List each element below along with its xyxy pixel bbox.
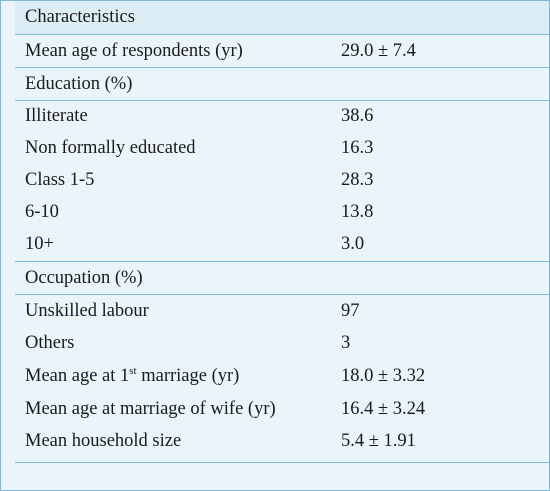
table-row: Mean household size 5.4 ± 1.91 xyxy=(15,425,549,458)
row-label: Mean age at 1st marriage (yr) xyxy=(25,364,240,386)
row-label: 10+ xyxy=(25,233,54,254)
row-value: 13.8 xyxy=(341,201,374,222)
row-label: 6-10 xyxy=(25,201,59,222)
table-row: Illiterate 38.6 xyxy=(15,101,549,132)
row-value: 3 xyxy=(341,332,351,353)
row-label: Others xyxy=(25,332,75,353)
row-label: Illiterate xyxy=(25,106,88,127)
ordinal-superscript: st xyxy=(129,364,137,377)
row-value: 18.0 ± 3.32 xyxy=(341,365,426,386)
row-label: Non formally educated xyxy=(25,137,196,158)
table-bottom-rule xyxy=(15,462,549,463)
row-label: Class 1-5 xyxy=(25,169,95,190)
table-row: Others 3 xyxy=(15,327,549,359)
row-value: 3.0 xyxy=(341,233,365,254)
header-divider xyxy=(15,34,549,35)
row-value: 5.4 ± 1.91 xyxy=(341,431,416,452)
row-label: Mean age of respondents (yr) xyxy=(25,40,243,61)
row-label: Unskilled labour xyxy=(25,300,149,321)
table-row: Mean age at marriage of wife (yr) 16.4 ±… xyxy=(15,393,549,425)
header-label: Characteristics xyxy=(25,7,135,28)
table-header-row: Characteristics xyxy=(15,1,549,34)
row-divider xyxy=(15,261,549,262)
row-value: 97 xyxy=(341,300,360,321)
table-row: Class 1-5 28.3 xyxy=(15,164,549,196)
section-header-education: Education (%) xyxy=(15,68,549,100)
row-value: 29.0 ± 7.4 xyxy=(341,40,416,61)
row-value: 16.4 ± 3.24 xyxy=(341,398,426,419)
row-divider xyxy=(15,294,549,295)
table-row: Mean age of respondents (yr) 29.0 ± 7.4 xyxy=(15,35,549,67)
row-value: 16.3 xyxy=(341,137,374,158)
row-value: 38.6 xyxy=(341,106,374,127)
row-label: Mean household size xyxy=(25,431,182,452)
section-label: Occupation (%) xyxy=(25,267,143,288)
table-row: 6-10 13.8 xyxy=(15,196,549,228)
row-value: 28.3 xyxy=(341,169,374,190)
section-header-occupation: Occupation (%) xyxy=(15,262,549,294)
table-row: Non formally educated 16.3 xyxy=(15,132,549,164)
table-row: Unskilled labour 97 xyxy=(15,295,549,327)
row-label: Mean age at marriage of wife (yr) xyxy=(25,398,276,419)
section-label: Education (%) xyxy=(25,73,133,94)
row-divider xyxy=(15,67,549,68)
table-row: Mean age at 1st marriage (yr) 18.0 ± 3.3… xyxy=(15,359,549,393)
row-divider xyxy=(15,100,549,101)
table-row: 10+ 3.0 xyxy=(15,228,549,260)
